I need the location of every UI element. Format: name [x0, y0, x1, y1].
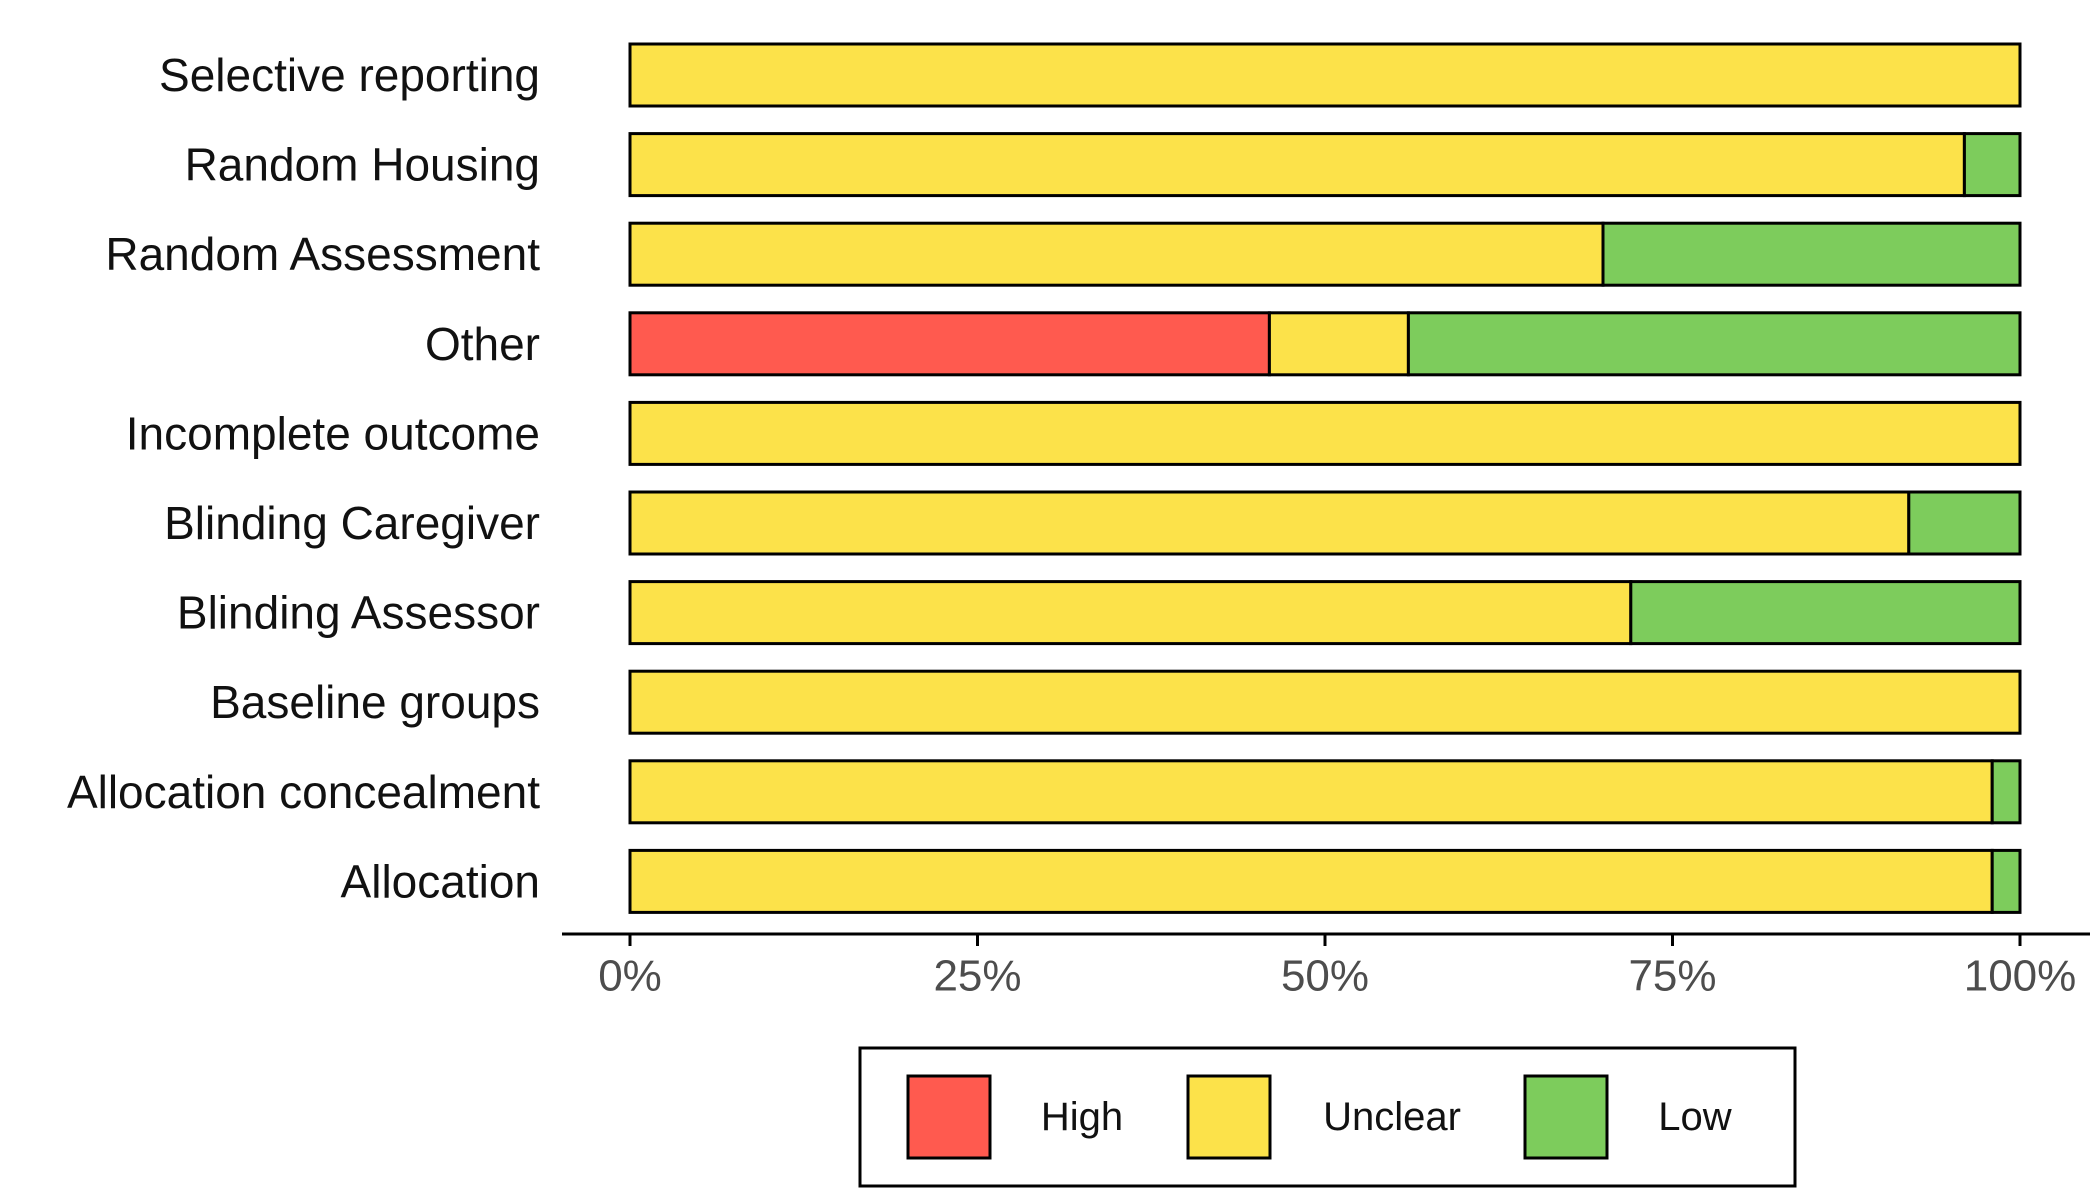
category-label: Allocation concealment [67, 766, 540, 818]
category-label: Other [425, 318, 540, 370]
legend-swatch-low [1523, 1074, 1609, 1160]
bar-blinding-caregiver-unclear [628, 490, 1911, 556]
x-tick-label: 50% [1281, 952, 1369, 1001]
category-labels: Selective reporting Random Housing Random … [67, 49, 540, 907]
category-label: Blinding Caregiver [164, 497, 540, 549]
bar-selective-reporting-unclear [628, 42, 2022, 108]
x-tick-label: 100% [1964, 952, 2077, 1001]
legend-swatch-unclear [1186, 1074, 1272, 1160]
bar-allocation-low [1990, 848, 2022, 914]
category-label: Random Assessment [105, 228, 540, 280]
legend-label-high: High [1041, 1095, 1123, 1139]
bar-blinding-assessor-unclear [628, 580, 1633, 646]
legend-label-unclear: Unclear [1323, 1095, 1461, 1139]
bar-random-housing-low [1962, 132, 2022, 198]
x-tick-label: 0% [598, 952, 662, 1001]
x-tick-label: 25% [933, 952, 1021, 1001]
bar-other-unclear [1267, 311, 1410, 377]
bar-allocation-concealment-unclear [628, 759, 1994, 825]
bar-incomplete-outcome-unclear [628, 400, 2022, 466]
bar-allocation-concealment-low [1990, 759, 2022, 825]
bar-random-assessment-unclear [628, 221, 1605, 287]
bar-other-low [1406, 311, 2022, 377]
category-label: Baseline groups [210, 676, 540, 728]
category-label: Incomplete outcome [126, 407, 540, 459]
legend-swatch-high [906, 1074, 992, 1160]
category-label: Allocation [341, 855, 540, 907]
x-axis: 0% 25% 50% 75% 100% [562, 932, 2090, 1001]
legend-label-low: Low [1658, 1095, 1731, 1139]
category-label: Selective reporting [159, 49, 540, 101]
bar-blinding-assessor-low [1629, 580, 2022, 646]
category-label: Blinding Assessor [177, 587, 540, 639]
bar-other-high [628, 311, 1271, 377]
bar-blinding-caregiver-low [1907, 490, 2022, 556]
legend-box [858, 1046, 1797, 1188]
legend: High Unclear Low [858, 1046, 1797, 1188]
x-tick-label: 75% [1628, 952, 1716, 1001]
category-label: Random Housing [185, 139, 540, 191]
bar-random-housing-unclear [628, 132, 1966, 198]
bar-random-assessment-low [1601, 221, 2022, 287]
bar-baseline-groups-unclear [628, 669, 2022, 735]
bar-allocation-unclear [628, 848, 1994, 914]
bars-layer [628, 42, 2022, 914]
